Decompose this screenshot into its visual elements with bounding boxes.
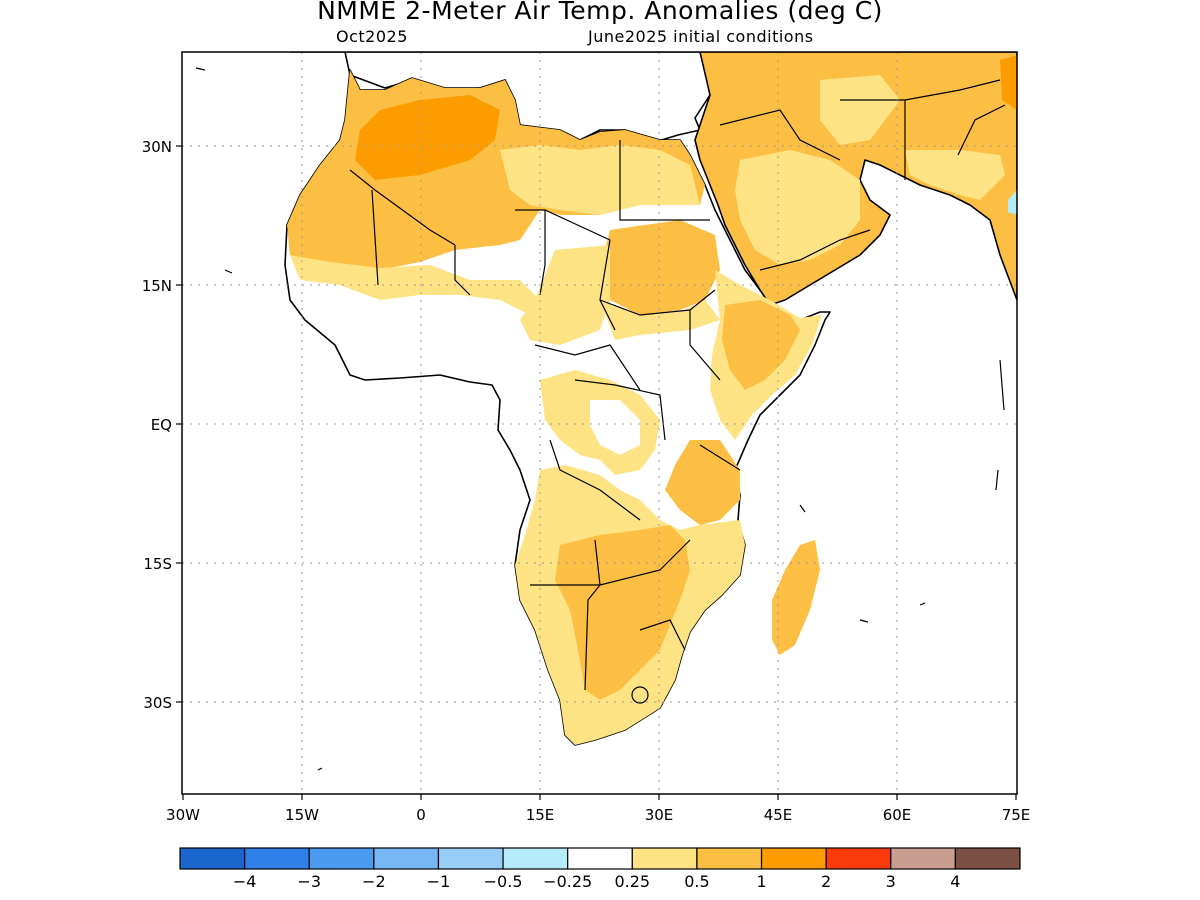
colorbar-swatch — [760, 847, 827, 870]
colorbar-swatch — [308, 847, 375, 870]
lat-label-15s: 15S — [143, 555, 172, 573]
map-frame — [181, 51, 1018, 795]
lon-label-75e: 75E — [1002, 806, 1031, 824]
islands — [195, 67, 1005, 771]
lon-axis — [182, 794, 1017, 800]
graticule — [182, 52, 1017, 794]
colorbar-label: 2 — [821, 872, 831, 891]
colorbar-swatch — [179, 847, 246, 870]
lat-label-15n: 15N — [142, 277, 172, 295]
lon-label-15e: 15E — [526, 806, 555, 824]
colorbar-label: 4 — [950, 872, 960, 891]
colorbar-swatch — [954, 847, 1021, 870]
colorbar-swatch — [373, 847, 440, 870]
initial-conditions-label: June2025 initial conditions — [588, 27, 814, 46]
lon-label-0: 0 — [416, 806, 426, 824]
colorbar-label: −4 — [233, 872, 257, 891]
colorbar-label: −3 — [297, 872, 321, 891]
colorbar-swatch — [437, 847, 504, 870]
colorbar-label: 0.5 — [684, 872, 709, 891]
colorbar-label: 0.25 — [614, 872, 650, 891]
colorbar-swatch — [244, 847, 310, 870]
colorbar-label: 3 — [886, 872, 896, 891]
colorbar-label: −2 — [362, 872, 386, 891]
colorbar-swatch — [567, 847, 633, 870]
map-plot-area — [182, 52, 1017, 794]
colorbar-label: −1 — [427, 872, 451, 891]
lon-label-45e: 45E — [764, 806, 793, 824]
colorbar-swatch — [502, 847, 569, 870]
colorbar-swatch — [696, 847, 763, 870]
colorbar: −4 −3 −2 −1 −0.5 −0.25 0.25 0.5 1 2 3 4 — [179, 847, 1021, 891]
lon-label-60e: 60E — [883, 806, 912, 824]
lon-label-30e: 30E — [645, 806, 674, 824]
lon-label-15w: 15W — [285, 806, 319, 824]
colorbar-label: −0.5 — [484, 872, 523, 891]
map-title: NMME 2-Meter Air Temp. Anomalies (deg C) — [317, 0, 883, 25]
colorbar-swatch — [890, 847, 956, 870]
colorbar-label: 1 — [756, 872, 766, 891]
country-borders — [349, 79, 1006, 704]
colorbar-swatch — [631, 847, 698, 870]
lat-label-30n: 30N — [142, 138, 172, 156]
lat-label-eq: EQ — [151, 416, 172, 434]
lat-label-30s: 30S — [143, 694, 172, 712]
lon-label-30w: 30W — [166, 806, 200, 824]
colorbar-swatch — [825, 847, 892, 870]
colorbar-label: −0.25 — [543, 872, 592, 891]
valid-month-label: Oct2025 — [336, 27, 408, 46]
lat-axis — [176, 145, 182, 703]
